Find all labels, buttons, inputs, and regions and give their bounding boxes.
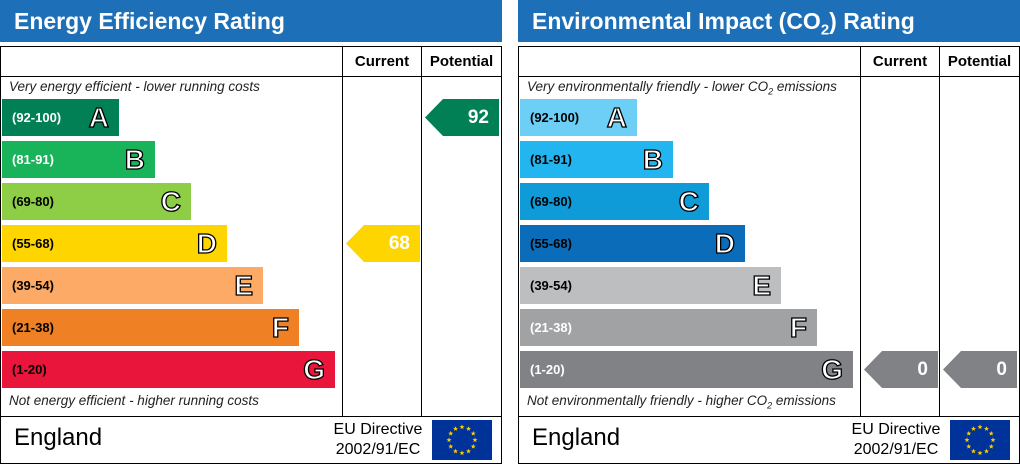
column-header-current: Current — [872, 53, 928, 70]
band-letter: E — [752, 269, 772, 301]
band-b: (81-91) B — [2, 141, 155, 178]
band-e: (39-54) E — [520, 267, 781, 304]
band-letter: C — [678, 185, 700, 217]
band-range: (69-80) — [530, 194, 572, 209]
potential-rating-arrow: 0 — [943, 351, 1017, 388]
band-e: (39-54) E — [2, 267, 263, 304]
rating-table: Current Potential Very energy efficient … — [0, 46, 502, 464]
divider — [519, 416, 1019, 417]
band-c: (69-80) C — [2, 183, 191, 220]
band-letter: D — [714, 227, 736, 259]
current-rating-arrow: 0 — [864, 351, 938, 388]
band-g: (1-20) G — [520, 351, 853, 388]
column-header-current: Current — [354, 53, 410, 70]
divider — [1, 416, 501, 417]
band-a: (92-100) A — [2, 99, 119, 136]
divider — [519, 76, 1019, 77]
bottom-note: Not energy efficient - higher running co… — [9, 393, 259, 408]
divider — [939, 47, 940, 417]
band-range: (92-100) — [530, 110, 580, 125]
column-header-potential: Potential — [947, 53, 1012, 70]
band-range: (81-91) — [530, 152, 572, 167]
chart-title: Environmental Impact (CO2) Rating — [518, 0, 1020, 42]
column-header-potential: Potential — [429, 53, 494, 70]
band-range: (69-80) — [12, 194, 54, 209]
directive-label: EU Directive 2002/91/EC — [333, 421, 423, 458]
top-note: Very energy efficient - lower running co… — [9, 79, 260, 94]
band-c: (69-80) C — [520, 183, 709, 220]
band-f: (21-38) F — [520, 309, 817, 346]
band-letter: E — [234, 269, 254, 301]
environmental-impact-panel: Environmental Impact (CO2) Rating Curren… — [518, 0, 1020, 464]
rating-table: Current Potential Very environmentally f… — [518, 46, 1020, 464]
directive-label: EU Directive 2002/91/EC — [851, 421, 941, 458]
divider — [1, 76, 501, 77]
band-letter: F — [271, 311, 289, 343]
band-letter: A — [88, 101, 110, 133]
top-note: Very environmentally friendly - lower CO… — [527, 79, 837, 97]
band-range: (1-20) — [12, 362, 47, 377]
band-letter: D — [196, 227, 218, 259]
bottom-note: Not environmentally friendly - higher CO… — [527, 393, 836, 411]
energy-efficiency-panel: Energy Efficiency Rating Current Potenti… — [0, 0, 502, 464]
band-range: (21-38) — [12, 320, 54, 335]
band-g: (1-20) G — [2, 351, 335, 388]
potential-rating-arrow: 92 — [425, 99, 499, 136]
band-range: (39-54) — [12, 278, 54, 293]
band-f: (21-38) F — [2, 309, 299, 346]
band-range: (39-54) — [530, 278, 572, 293]
eu-flag-icon — [432, 420, 492, 460]
country-label: England — [14, 424, 103, 451]
current-rating-value: 0 — [917, 359, 928, 380]
band-d: (55-68) D — [520, 225, 745, 262]
country-label: England — [532, 424, 621, 451]
band-letter: G — [303, 353, 326, 385]
potential-rating-value: 0 — [996, 359, 1007, 380]
band-range: (21-38) — [530, 320, 572, 335]
eu-flag-icon — [950, 420, 1010, 460]
band-range: (55-68) — [530, 236, 572, 251]
divider — [860, 47, 861, 417]
band-range: (81-91) — [12, 152, 54, 167]
current-rating-arrow: 68 — [346, 225, 420, 262]
band-d: (55-68) D — [2, 225, 227, 262]
band-letter: F — [789, 311, 807, 343]
band-letter: C — [160, 185, 182, 217]
chart-title: Energy Efficiency Rating — [0, 0, 502, 42]
band-range: (55-68) — [12, 236, 54, 251]
band-letter: A — [606, 101, 628, 133]
divider — [342, 47, 343, 417]
band-b: (81-91) B — [520, 141, 673, 178]
divider — [421, 47, 422, 417]
current-rating-value: 68 — [388, 233, 410, 254]
band-letter: G — [821, 353, 844, 385]
band-letter: B — [642, 143, 664, 175]
band-a: (92-100) A — [520, 99, 637, 136]
band-letter: B — [124, 143, 146, 175]
band-range: (92-100) — [12, 110, 62, 125]
potential-rating-value: 92 — [467, 107, 489, 128]
band-range: (1-20) — [530, 362, 565, 377]
